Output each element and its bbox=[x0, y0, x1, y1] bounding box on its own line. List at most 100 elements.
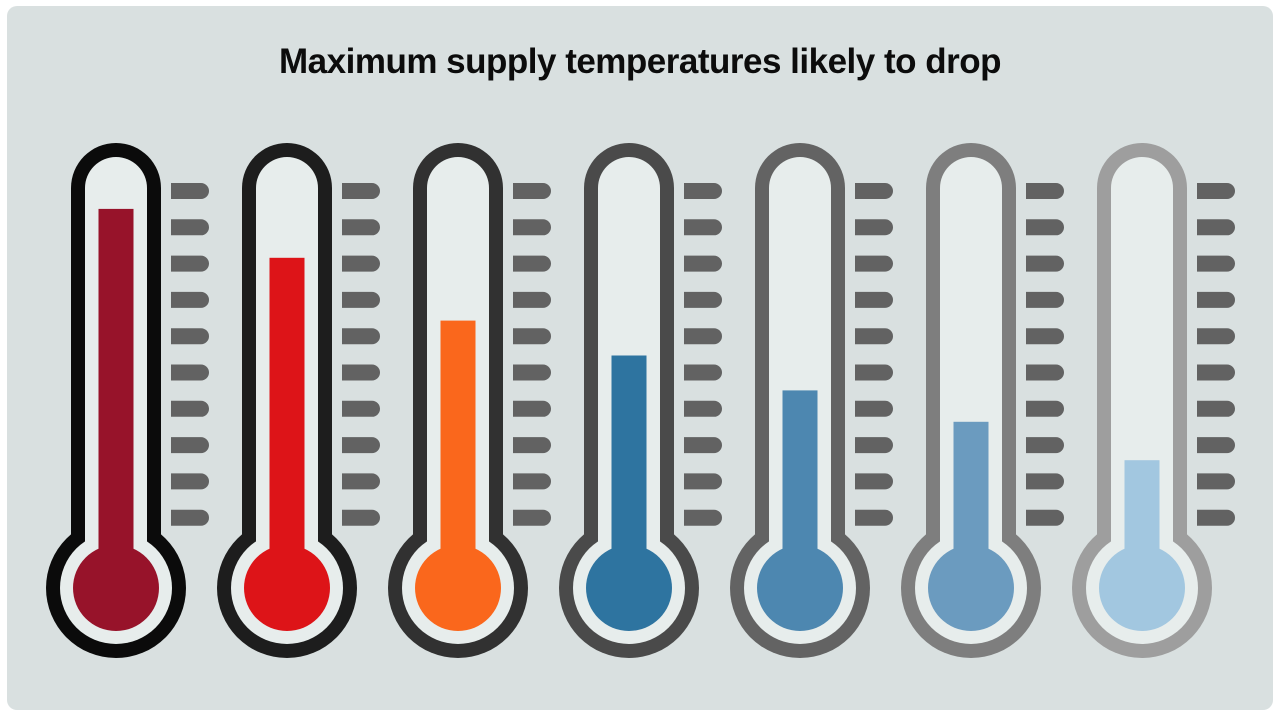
scale-tick bbox=[684, 183, 722, 199]
scale-tick bbox=[342, 364, 380, 381]
scale-tick bbox=[1197, 183, 1235, 199]
scale-tick bbox=[342, 437, 380, 454]
scale-tick bbox=[342, 291, 380, 308]
scale-tick bbox=[684, 400, 722, 417]
scale-tick bbox=[342, 219, 380, 236]
scale-tick bbox=[342, 328, 380, 345]
thermometer-icon bbox=[1072, 143, 1235, 658]
scale-ticks bbox=[513, 183, 551, 526]
scale-tick bbox=[1197, 328, 1235, 345]
scale-tick bbox=[171, 437, 209, 454]
scale-ticks bbox=[1026, 183, 1064, 526]
scale-tick bbox=[684, 364, 722, 381]
scale-tick bbox=[171, 183, 209, 199]
scale-tick bbox=[171, 473, 209, 490]
scale-tick bbox=[1197, 400, 1235, 417]
scale-tick bbox=[684, 437, 722, 454]
thermometer-2 bbox=[192, 138, 392, 668]
scale-tick bbox=[1026, 328, 1064, 345]
thermometer-icon bbox=[46, 143, 209, 658]
mercury-level bbox=[269, 257, 305, 588]
scale-ticks bbox=[684, 183, 722, 526]
scale-tick bbox=[513, 509, 551, 526]
scale-tick bbox=[1026, 255, 1064, 272]
scale-tick bbox=[513, 400, 551, 417]
infographic-canvas: Maximum supply temperatures likely to dr… bbox=[7, 6, 1273, 710]
scale-ticks bbox=[855, 183, 893, 526]
scale-tick bbox=[513, 255, 551, 272]
scale-tick bbox=[1197, 219, 1235, 236]
scale-tick bbox=[171, 364, 209, 381]
thermometer-icon bbox=[901, 143, 1064, 658]
chart-title: Maximum supply temperatures likely to dr… bbox=[279, 42, 1001, 81]
mercury-level bbox=[611, 355, 647, 588]
scale-tick bbox=[513, 183, 551, 199]
mercury-level bbox=[1124, 460, 1160, 588]
scale-tick bbox=[855, 400, 893, 417]
scale-tick bbox=[342, 255, 380, 272]
thermometer-icon bbox=[730, 143, 893, 658]
thermometer-1 bbox=[21, 138, 221, 668]
mercury-level bbox=[440, 320, 476, 588]
thermometer-6 bbox=[876, 138, 1076, 668]
scale-tick bbox=[171, 328, 209, 345]
scale-tick bbox=[855, 255, 893, 272]
scale-tick bbox=[1197, 364, 1235, 381]
scale-tick bbox=[513, 291, 551, 308]
scale-tick bbox=[1026, 219, 1064, 236]
scale-tick bbox=[684, 255, 722, 272]
scale-tick bbox=[342, 400, 380, 417]
scale-tick bbox=[513, 364, 551, 381]
scale-tick bbox=[855, 291, 893, 308]
scale-tick bbox=[684, 473, 722, 490]
mercury-level bbox=[953, 421, 989, 588]
scale-tick bbox=[1026, 183, 1064, 199]
thermometer-5 bbox=[705, 138, 905, 668]
scale-tick bbox=[342, 183, 380, 199]
scale-tick bbox=[513, 328, 551, 345]
scale-tick bbox=[855, 509, 893, 526]
thermometer-7 bbox=[1047, 138, 1247, 668]
scale-tick bbox=[855, 219, 893, 236]
scale-tick bbox=[171, 400, 209, 417]
scale-tick bbox=[513, 473, 551, 490]
scale-tick bbox=[342, 473, 380, 490]
thermometer-row bbox=[7, 6, 1273, 710]
scale-tick bbox=[684, 219, 722, 236]
thermometer-4 bbox=[534, 138, 734, 668]
scale-tick bbox=[513, 219, 551, 236]
scale-tick bbox=[1197, 509, 1235, 526]
scale-tick bbox=[855, 364, 893, 381]
scale-tick bbox=[855, 473, 893, 490]
scale-tick bbox=[1197, 255, 1235, 272]
scale-tick bbox=[342, 509, 380, 526]
scale-tick bbox=[171, 219, 209, 236]
scale-tick bbox=[684, 509, 722, 526]
scale-tick bbox=[513, 437, 551, 454]
scale-tick bbox=[855, 328, 893, 345]
scale-tick bbox=[855, 183, 893, 199]
scale-tick bbox=[1197, 437, 1235, 454]
scale-ticks bbox=[1197, 183, 1235, 526]
scale-tick bbox=[1026, 473, 1064, 490]
scale-ticks bbox=[171, 183, 209, 526]
scale-tick bbox=[1026, 509, 1064, 526]
scale-tick bbox=[684, 328, 722, 345]
scale-tick bbox=[1026, 400, 1064, 417]
scale-ticks bbox=[342, 183, 380, 526]
thermometer-icon bbox=[217, 143, 380, 658]
thermometer-3 bbox=[363, 138, 563, 668]
scale-tick bbox=[855, 437, 893, 454]
thermometer-icon bbox=[388, 143, 551, 658]
scale-tick bbox=[1026, 437, 1064, 454]
scale-tick bbox=[1197, 473, 1235, 490]
scale-tick bbox=[1026, 291, 1064, 308]
scale-tick bbox=[171, 255, 209, 272]
scale-tick bbox=[171, 509, 209, 526]
mercury-level bbox=[782, 390, 818, 588]
scale-tick bbox=[684, 291, 722, 308]
scale-tick bbox=[1026, 364, 1064, 381]
scale-tick bbox=[171, 291, 209, 308]
thermometer-icon bbox=[559, 143, 722, 658]
scale-tick bbox=[1197, 291, 1235, 308]
